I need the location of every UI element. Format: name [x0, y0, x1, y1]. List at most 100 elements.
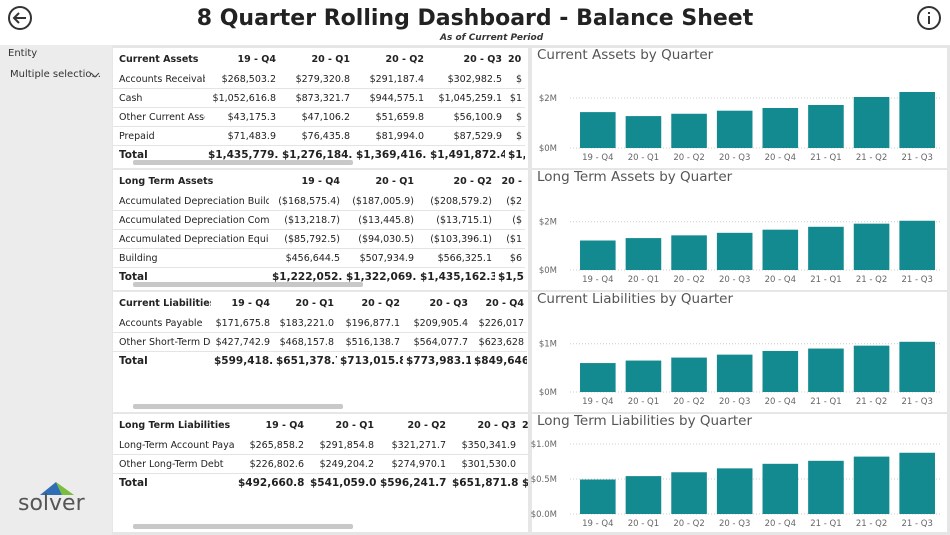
bar [899, 341, 935, 392]
bar [671, 357, 707, 392]
y-tick-label: $0M [539, 266, 557, 276]
column-header: Current Assets [119, 53, 199, 65]
table-cell: $1,322,069.2 [346, 271, 417, 283]
table-row: Accumulated Depreciation Equipment($85,7… [113, 229, 525, 249]
table-cell: ($ [495, 210, 525, 230]
x-tick-label: 20 - Q4 [765, 153, 796, 163]
info-button[interactable] [916, 5, 942, 31]
x-tick-label: 20 - Q3 [719, 397, 750, 407]
bar [899, 220, 935, 270]
table-row: Long Term Liabilities 19 - Q4 20 - Q1 20 - … [113, 414, 528, 436]
table-row: Current Assets 19 - Q4 20 - Q1 20 - Q2 20 - … [113, 48, 525, 70]
table-cell: $51,659.8 [353, 107, 427, 127]
table-row: Other Short-Term Debt$427,742.9$468,157.… [113, 332, 527, 352]
table-cell: $1,045,259.1 [427, 88, 505, 108]
x-tick-label: 21 - Q3 [901, 397, 932, 407]
column-header: 19 - Q4 [265, 419, 304, 431]
table-cell: Total [119, 477, 148, 489]
column-header: 20 - Q2 [407, 419, 446, 431]
table-cell: $713,015.8 [340, 355, 403, 367]
table-cell: ($13,445.8) [343, 210, 417, 230]
x-tick-label: 20 - Q4 [765, 519, 796, 529]
scrollbar [133, 160, 353, 165]
column-header: 20 - Q1 [311, 53, 350, 65]
table-row: Accounts Payable $171,675.8 $183,221.0 $196… [113, 314, 527, 333]
filter-dropdown[interactable]: Multiple selectio... [10, 69, 101, 80]
table-row: Total $599,418.8$651,378.7$713,015.8$773,… [113, 352, 527, 371]
bar [808, 105, 844, 148]
table-cell: $274,970.1 [377, 454, 449, 474]
bar [625, 116, 662, 148]
column-header: 20 - Q3 [463, 53, 502, 65]
table-cell: Building [113, 248, 269, 268]
column-header: 20 - Q1 [335, 419, 374, 431]
y-tick-label: $2M [539, 94, 557, 104]
bar [580, 479, 616, 514]
table-panel: Current Liabilities 19 - Q4 20 - Q1 20 - Q2… [113, 292, 528, 412]
table-cell: Prepaid [113, 126, 205, 146]
table-cell: $566,325.1 [417, 248, 495, 268]
bar [853, 97, 890, 148]
table-cell: ($187,005.9) [343, 192, 417, 211]
x-tick-label: 21 - Q1 [810, 275, 841, 285]
table-cell: Total [119, 271, 148, 283]
table-cell: $291,187.4 [353, 70, 427, 89]
table-cell: Accumulated Depreciation Equipment [113, 229, 269, 249]
table-cell: $773,983.1 [406, 355, 471, 367]
bar [762, 350, 799, 392]
scrollbar [133, 404, 343, 409]
table-row: Building $456,644.5 $507,934.9 $566,325.1 $6 [113, 248, 525, 268]
table-cell: ($85,792.5) [269, 229, 343, 249]
table-panel: Long Term Assets 19 - Q4 20 - Q1 20 - Q2 20 … [113, 170, 528, 290]
table-cell: $226,802.6 [235, 454, 307, 474]
table-cell: ($168,575.4) [269, 192, 343, 211]
table: Current Assets 19 - Q4 20 - Q1 20 - Q2 20 - … [113, 48, 525, 164]
x-tick-label: 21 - Q2 [856, 397, 887, 407]
table-row: Other Long-Term Debt $226,802.6 $249,204.2… [113, 454, 528, 474]
table-cell: ($13,218.7) [269, 210, 343, 230]
bar [808, 226, 844, 270]
filter-label: Entity [8, 48, 38, 59]
x-tick-label: 20 - Q3 [719, 153, 750, 163]
bar [853, 345, 890, 392]
table: Long Term Liabilities 19 - Q4 20 - Q1 20 - … [113, 414, 528, 492]
table-cell: $944,575.1 [353, 88, 427, 108]
column-header: 20 - Q3 [477, 419, 516, 431]
bar [762, 229, 799, 270]
table-cell: $541,059.0 [310, 477, 377, 489]
table-row: Prepaid $71,483.9 $76,435.8 $81,994.0 $87,52… [113, 126, 525, 146]
column-header: Long Term Liabilities [119, 419, 231, 431]
column-header: 20 - Q4 [485, 297, 524, 309]
table-cell: $76,435.8 [279, 126, 353, 146]
table-cell: $651,871.8 [452, 477, 519, 489]
header: 8 Quarter Rolling Dashboard - Balance Sh… [0, 0, 950, 45]
table-row: Accumulated Depreciation Building($168,5… [113, 192, 525, 211]
scrollbar [133, 282, 363, 287]
x-tick-label: 20 - Q2 [673, 275, 704, 285]
x-tick-label: 20 - Q3 [719, 275, 750, 285]
table-cell: $56,100.9 [427, 107, 505, 127]
table-cell: $564,077.7 [403, 332, 471, 352]
table-cell: $717 [519, 474, 528, 493]
table-cell: ($1 [495, 229, 525, 249]
back-button[interactable] [7, 5, 33, 31]
table-row: Accounts Receivable$268,503.2$279,320.8$… [113, 70, 525, 89]
chart-title: Current Assets by Quarter [537, 47, 714, 63]
dropdown-chevron[interactable] [90, 71, 100, 79]
bar [899, 452, 935, 514]
table-cell: $427,742.9 [211, 332, 273, 352]
table-cell: $ [505, 126, 525, 146]
x-tick-label: 20 - Q3 [719, 519, 750, 529]
table: Current Liabilities 19 - Q4 20 - Q1 20 - Q2… [113, 292, 527, 370]
table-cell: $1,222,052.8 [272, 271, 343, 283]
table-row: Total $1,435,779.1 $1,276,184.5 $1,369,416.… [113, 146, 525, 165]
bar [580, 240, 616, 270]
table-cell: $291,854.8 [307, 436, 377, 455]
x-tick-label: 21 - Q1 [810, 519, 841, 529]
chart-title: Current Liabilities by Quarter [537, 291, 733, 307]
column-header: 20 - [508, 53, 525, 65]
bar [853, 223, 890, 270]
column-header: 19 - Q4 [237, 53, 276, 65]
